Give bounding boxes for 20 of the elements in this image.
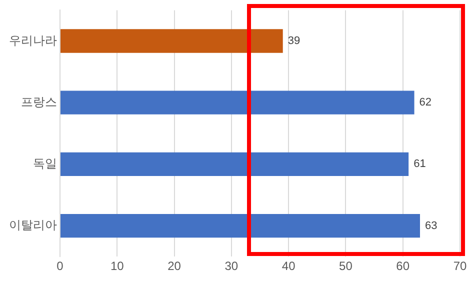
bar: [60, 29, 283, 53]
x-tick-label: 40: [282, 259, 296, 274]
x-tick-label: 50: [339, 259, 353, 274]
bar: [60, 152, 409, 176]
x-tick-label: 60: [396, 259, 410, 274]
bar: [60, 214, 420, 238]
x-tick-label: 0: [56, 259, 64, 274]
data-label: 39: [288, 35, 300, 48]
y-tick-label: 독일: [33, 156, 57, 171]
x-tick-label: 20: [168, 259, 182, 274]
data-label: 62: [419, 96, 432, 109]
x-tick-label: 10: [110, 259, 124, 274]
data-label: 61: [414, 158, 426, 170]
y-tick-label: 이탈리아: [9, 218, 57, 232]
data-label: 63: [425, 220, 438, 232]
bar: [60, 90, 414, 114]
y-tick-label: 프랑스: [21, 94, 57, 109]
x-tick-label: 30: [224, 259, 238, 274]
y-tick-label: 우리나라: [9, 33, 57, 48]
x-tick-label: 70: [453, 259, 467, 274]
